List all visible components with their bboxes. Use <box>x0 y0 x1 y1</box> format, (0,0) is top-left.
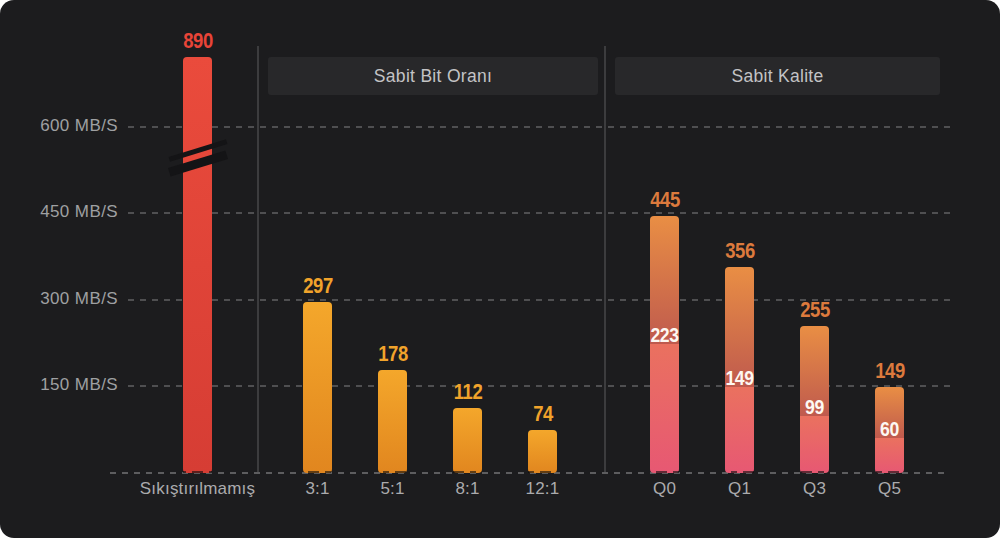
gridline-450 <box>128 212 950 214</box>
bar-fill <box>303 302 332 473</box>
y-tick-label-150: 150 MB/S <box>0 375 118 395</box>
bar-value-label: 356 <box>725 238 755 264</box>
baseline-dash-overlay <box>183 471 212 473</box>
bar-segment-lower <box>650 344 679 473</box>
baseline-dash-overlay <box>453 471 482 473</box>
bar-value-label: 149 <box>875 358 905 384</box>
bar-sub-value-label: 99 <box>797 397 831 417</box>
bar-value-label: 445 <box>650 187 680 213</box>
baseline-dash-overlay <box>303 471 332 473</box>
bar-sub-value-label: 149 <box>722 368 756 388</box>
bar-5:1: 178 <box>378 370 407 473</box>
section-header-constant-bitrate: Sabit Bit Oranı <box>268 57 598 95</box>
bar-Sıkıştırılmamış: 890 <box>183 57 212 473</box>
baseline-dash-overlay <box>528 471 557 473</box>
baseline-dash-overlay <box>800 471 829 473</box>
baseline-dash-overlay <box>378 471 407 473</box>
bar-value-label: 255 <box>800 297 830 323</box>
bar-segment-lower <box>800 416 829 473</box>
bar-12:1: 74 <box>528 430 557 473</box>
bar-fill <box>183 57 212 473</box>
bar-3:1: 297 <box>303 302 332 473</box>
bar-8:1: 112 <box>453 408 482 473</box>
section-divider-right <box>604 46 606 473</box>
bar-Q3: 99255 <box>800 326 829 473</box>
section-header-constant-quality: Sabit Kalite <box>615 57 940 95</box>
bar-value-label: 178 <box>378 341 408 367</box>
x-label-Q5: Q5 <box>800 479 980 499</box>
baseline-dash-overlay <box>650 471 679 473</box>
section-divider-left <box>257 46 259 473</box>
baseline-dash-overlay <box>875 471 904 473</box>
gridline-600 <box>128 126 950 128</box>
bar-segment-lower <box>725 387 754 473</box>
bar-value-label: 74 <box>533 401 553 427</box>
baseline-dash-overlay <box>725 471 754 473</box>
bar-fill <box>528 430 557 473</box>
bar-Q0: 223445 <box>650 216 679 473</box>
bar-Q1: 149356 <box>725 267 754 473</box>
y-tick-label-300: 300 MB/S <box>0 289 118 309</box>
y-tick-label-600: 600 MB/S <box>0 116 118 136</box>
bar-value-label: 890 <box>183 28 213 54</box>
bar-value-label: 297 <box>303 273 333 299</box>
compression-bandwidth-chart: 600 MB/S 450 MB/S 300 MB/S 150 MB/S Sabit B… <box>0 0 1000 538</box>
chart-card: 600 MB/S 450 MB/S 300 MB/S 150 MB/S Sabit B… <box>0 0 1000 538</box>
bar-sub-value-label: 60 <box>872 419 906 439</box>
bar-segment-lower <box>875 438 904 473</box>
bar-sub-value-label: 223 <box>647 325 681 345</box>
bar-fill <box>378 370 407 473</box>
bar-value-label: 112 <box>453 379 482 405</box>
bar-Q5: 60149 <box>875 387 904 473</box>
bar-fill <box>453 408 482 473</box>
y-tick-label-450: 450 MB/S <box>0 202 118 222</box>
